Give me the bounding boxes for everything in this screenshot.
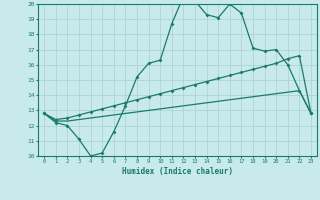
X-axis label: Humidex (Indice chaleur): Humidex (Indice chaleur) (122, 167, 233, 176)
